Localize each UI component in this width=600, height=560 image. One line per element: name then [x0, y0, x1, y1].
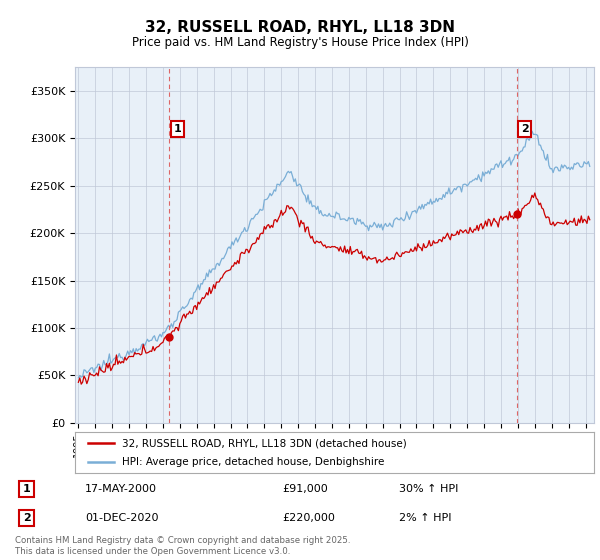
Text: £220,000: £220,000: [283, 513, 335, 523]
Text: 1: 1: [173, 124, 181, 134]
Text: 01-DEC-2020: 01-DEC-2020: [85, 513, 158, 523]
Text: Contains HM Land Registry data © Crown copyright and database right 2025.
This d: Contains HM Land Registry data © Crown c…: [15, 536, 350, 556]
Text: HPI: Average price, detached house, Denbighshire: HPI: Average price, detached house, Denb…: [122, 457, 384, 467]
Text: Price paid vs. HM Land Registry's House Price Index (HPI): Price paid vs. HM Land Registry's House …: [131, 36, 469, 49]
Text: 2: 2: [521, 124, 529, 134]
Text: 30% ↑ HPI: 30% ↑ HPI: [399, 484, 458, 494]
Text: 2: 2: [23, 513, 31, 523]
Text: 32, RUSSELL ROAD, RHYL, LL18 3DN (detached house): 32, RUSSELL ROAD, RHYL, LL18 3DN (detach…: [122, 438, 406, 449]
Text: 32, RUSSELL ROAD, RHYL, LL18 3DN: 32, RUSSELL ROAD, RHYL, LL18 3DN: [145, 20, 455, 35]
Text: £91,000: £91,000: [283, 484, 328, 494]
Text: 17-MAY-2000: 17-MAY-2000: [85, 484, 157, 494]
Text: 2% ↑ HPI: 2% ↑ HPI: [399, 513, 452, 523]
Text: 1: 1: [23, 484, 31, 494]
